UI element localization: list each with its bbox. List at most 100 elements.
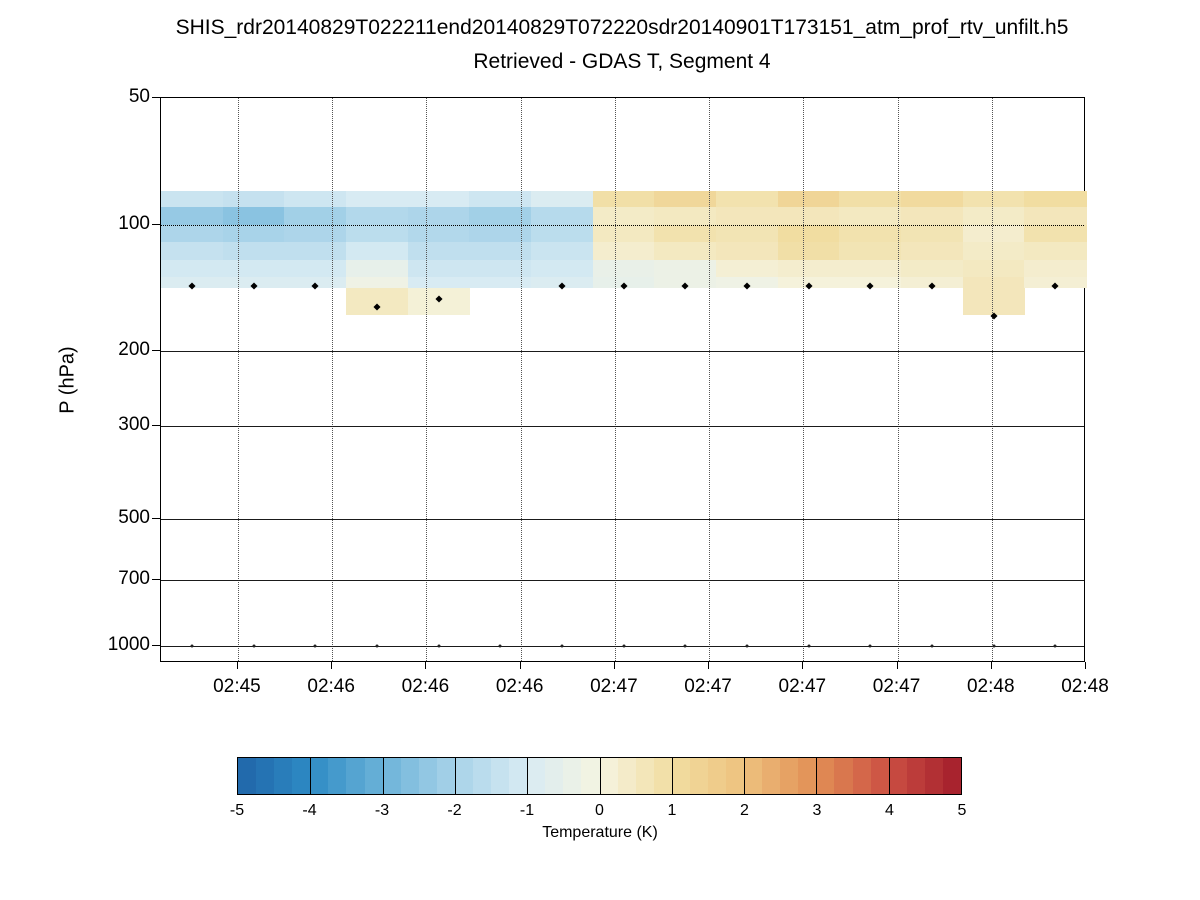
colorbar-segment — [563, 758, 583, 794]
heatmap-cell — [962, 276, 1026, 289]
chart-title: SHIS_rdr20140829T022211end20140829T07222… — [175, 16, 1069, 39]
heatmap-cell — [469, 259, 532, 278]
heatmap-cell — [901, 276, 964, 289]
x-tick-label: 02:45 — [213, 676, 261, 697]
surface-marker — [375, 644, 379, 648]
gridline-vertical — [426, 98, 428, 661]
colorbar-segment — [707, 758, 728, 794]
surface-marker — [1053, 644, 1057, 648]
colorbar-segment — [906, 758, 926, 794]
heatmap-cell — [469, 276, 532, 289]
x-tick-mark — [1085, 662, 1086, 669]
y-tick-mark — [152, 350, 160, 352]
colorbar-segment — [581, 758, 601, 794]
heatmap-cell — [407, 224, 471, 243]
x-tick-mark — [519, 662, 521, 669]
gridline-vertical — [614, 98, 616, 661]
heatmap-cell — [222, 224, 286, 243]
heatmap-cell — [346, 224, 409, 243]
heatmap-cell — [346, 190, 409, 209]
heatmap-cell — [469, 224, 532, 243]
heatmap-cell — [222, 207, 286, 226]
heatmap-cell — [222, 242, 286, 261]
heatmap-cell — [777, 190, 841, 209]
colorbar-segment — [292, 758, 312, 794]
heatmap-cell — [161, 207, 224, 226]
colorbar-tick-label: 0 — [595, 802, 604, 819]
heatmap-cell — [346, 259, 409, 278]
gridline-horizontal — [161, 425, 1084, 427]
colorbar-divider — [382, 758, 384, 794]
x-tick-label: 02:47 — [778, 676, 827, 697]
surface-marker — [622, 644, 625, 648]
heatmap-cell — [592, 207, 656, 226]
heatmap-cell — [469, 207, 532, 226]
colorbar-segment — [689, 758, 710, 794]
heatmap-cell — [962, 207, 1026, 226]
colorbar-tick-label: 3 — [812, 802, 822, 819]
heatmap-cell — [346, 276, 409, 289]
heatmap-cell — [777, 207, 841, 226]
heatmap-cell — [716, 259, 779, 278]
heatmap-cell — [407, 259, 471, 278]
colorbar-segment — [816, 758, 836, 794]
colorbar — [237, 757, 962, 795]
heatmap-cell — [407, 190, 471, 209]
heatmap-cell — [1024, 207, 1087, 226]
y-tick-label: 50 — [128, 86, 150, 107]
heatmap-cell — [839, 207, 902, 226]
y-tick-mark — [152, 424, 160, 426]
heatmap-cell — [222, 259, 286, 278]
gridline-vertical — [520, 98, 522, 661]
colorbar-segment — [346, 758, 366, 794]
surface-marker — [252, 644, 255, 648]
y-tick-label: 100 — [118, 212, 150, 234]
heatmap-cell — [901, 259, 964, 278]
heatmap-cell — [531, 276, 594, 289]
colorbar-divider — [671, 758, 673, 794]
surface-marker — [930, 644, 934, 648]
heatmap-cell — [284, 207, 347, 226]
colorbar-segment — [726, 758, 746, 794]
x-tick-label: 02:46 — [495, 676, 544, 697]
surface-marker — [313, 644, 317, 648]
surface-marker — [683, 644, 687, 648]
colorbar-tick-label: 2 — [740, 802, 749, 819]
x-tick-mark — [896, 662, 898, 669]
heatmap-cell — [346, 287, 409, 315]
gridline-vertical — [897, 98, 899, 661]
colorbar-tick-label: -5 — [229, 802, 245, 819]
heatmap-cell — [654, 207, 717, 226]
heatmap-cell — [531, 224, 594, 243]
heatmap-cell — [161, 259, 224, 278]
colorbar-tick-label: 1 — [667, 802, 677, 819]
heatmap-cell — [716, 207, 779, 226]
colorbar-segment — [509, 758, 529, 794]
x-tick-mark — [425, 662, 427, 669]
colorbar-label: Temperature (K) — [542, 824, 658, 841]
colorbar-tick-label: 5 — [957, 802, 967, 819]
gridline-vertical — [332, 98, 334, 661]
heatmap-cell — [962, 190, 1026, 209]
y-tick-label: 300 — [118, 413, 150, 435]
x-tick-label: 02:48 — [966, 676, 1015, 697]
heatmap-cell — [407, 276, 471, 289]
x-tick-mark — [236, 662, 238, 669]
y-tick-label: 500 — [118, 506, 150, 528]
colorbar-divider — [744, 758, 746, 794]
surface-marker — [498, 644, 502, 648]
heatmap-cell — [531, 207, 594, 226]
colorbar-segment — [762, 758, 782, 794]
gridline-vertical — [237, 98, 239, 661]
y-tick-mark — [152, 517, 160, 519]
colorbar-segment — [635, 758, 655, 794]
colorbar-segment — [617, 758, 637, 794]
colorbar-segment — [924, 758, 944, 794]
heatmap-cell — [592, 276, 656, 289]
colorbar-segment — [274, 758, 294, 794]
y-tick-label: 700 — [118, 568, 150, 590]
heatmap-cell — [592, 242, 656, 261]
heatmap-cell — [284, 259, 347, 278]
heatmap-cell — [1024, 224, 1087, 243]
heatmap-cell — [531, 190, 594, 209]
